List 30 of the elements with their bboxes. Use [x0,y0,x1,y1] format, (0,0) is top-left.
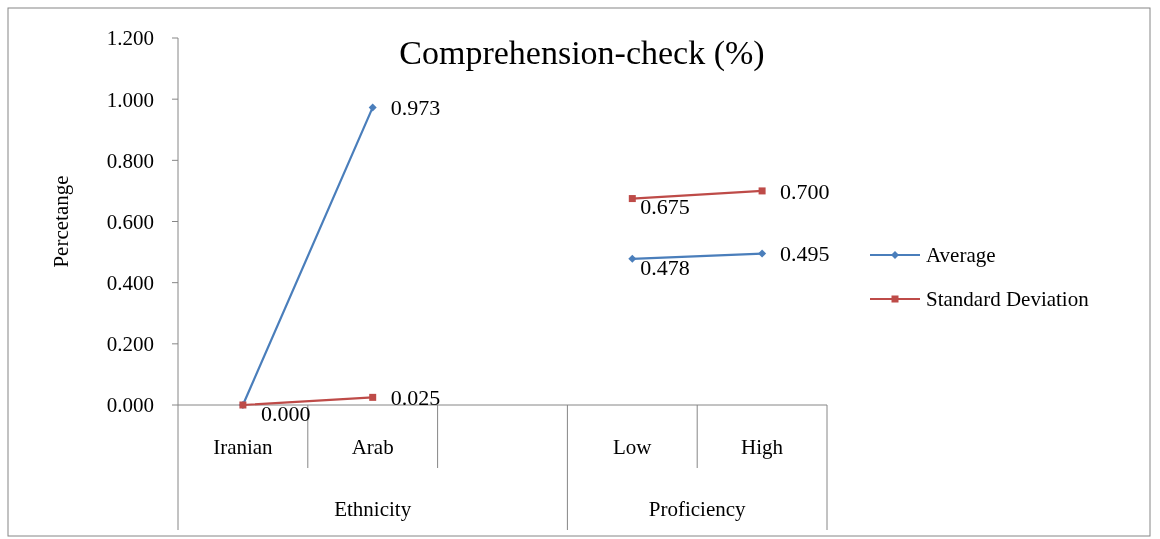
x-tick-label: High [741,435,784,460]
data-label: 0.973 [390,95,441,121]
legend-label: Average [926,243,996,268]
point [758,187,766,195]
legend-label: Standard Deviation [926,287,1090,312]
chart-title: Comprehension-check (%) [399,34,765,72]
y-tick-label: 0.400 [106,271,154,296]
y-axis-title: Percetange [49,175,73,268]
data-label: 0.495 [780,241,830,267]
data-label: 0.700 [780,178,830,204]
x-tick-label: Iranian [213,435,274,460]
data-label: 0.675 [640,194,690,220]
text: Ethnicity [334,497,412,522]
x-tick-label: Arab [351,435,394,460]
text: Proficiency [648,497,747,522]
point [628,254,637,263]
data-label: 0.025 [390,385,441,411]
y-tick-label: 0.200 [106,332,154,357]
data-label: 0.478 [640,254,690,280]
y-tick-label: 0.800 [106,148,154,173]
data-label: 0.000 [260,400,311,426]
x-tick-label: Low [613,435,653,460]
y-tick-label: 1.000 [106,87,154,112]
point [369,393,377,401]
point [758,249,767,258]
point [628,195,636,203]
y-tick-label: 1.200 [106,26,154,51]
y-tick-label: 0.600 [106,209,154,234]
y-tick-label: 0.000 [106,393,154,418]
point [368,103,377,112]
